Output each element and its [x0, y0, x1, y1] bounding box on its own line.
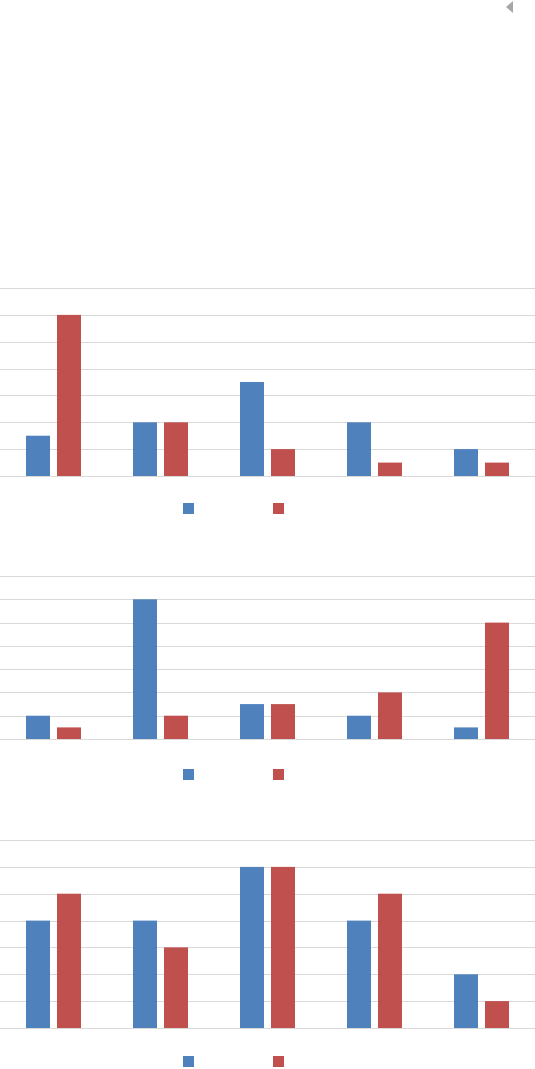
- bar-series-2: [164, 947, 188, 1028]
- bar-series-1: [454, 727, 478, 739]
- bar-chart-2: [0, 576, 535, 780]
- bar-series-2: [378, 692, 402, 739]
- bar-series-2: [57, 314, 81, 476]
- bar-series-1: [240, 382, 264, 476]
- legend-marker-series-1: [183, 1056, 194, 1067]
- legend-marker-series-1: [183, 769, 194, 780]
- bar-series-2: [378, 893, 402, 1028]
- bar-series-1: [133, 422, 157, 476]
- bar-series-1: [454, 974, 478, 1028]
- caret-left-icon[interactable]: [505, 1, 514, 13]
- bar-series-1: [347, 422, 371, 476]
- bar-series-2: [57, 893, 81, 1028]
- bar-series-2: [271, 866, 295, 1028]
- bar-series-1: [133, 920, 157, 1028]
- bar-chart-3: [0, 840, 535, 1067]
- legend-marker-series-2: [273, 503, 284, 514]
- bar-series-2: [271, 704, 295, 739]
- bar-series-2: [378, 462, 402, 476]
- bar-series-1: [347, 920, 371, 1028]
- bar-series-1: [454, 449, 478, 476]
- bar-series-1: [133, 599, 157, 739]
- bar-series-2: [164, 715, 188, 739]
- bar-chart-1: [0, 288, 535, 514]
- bar-series-2: [485, 1001, 509, 1028]
- bar-series-1: [240, 704, 264, 739]
- bar-series-1: [240, 866, 264, 1028]
- legend-marker-series-2: [273, 1056, 284, 1067]
- bar-series-2: [485, 622, 509, 739]
- bar-series-1: [26, 435, 50, 476]
- bar-series-2: [164, 422, 188, 476]
- bar-series-1: [26, 715, 50, 739]
- bar-series-2: [485, 462, 509, 476]
- legend-marker-series-2: [273, 769, 284, 780]
- legend-marker-series-1: [183, 503, 194, 514]
- bar-series-2: [57, 727, 81, 739]
- bar-series-1: [347, 715, 371, 739]
- bar-series-1: [26, 920, 50, 1028]
- bar-series-2: [271, 449, 295, 476]
